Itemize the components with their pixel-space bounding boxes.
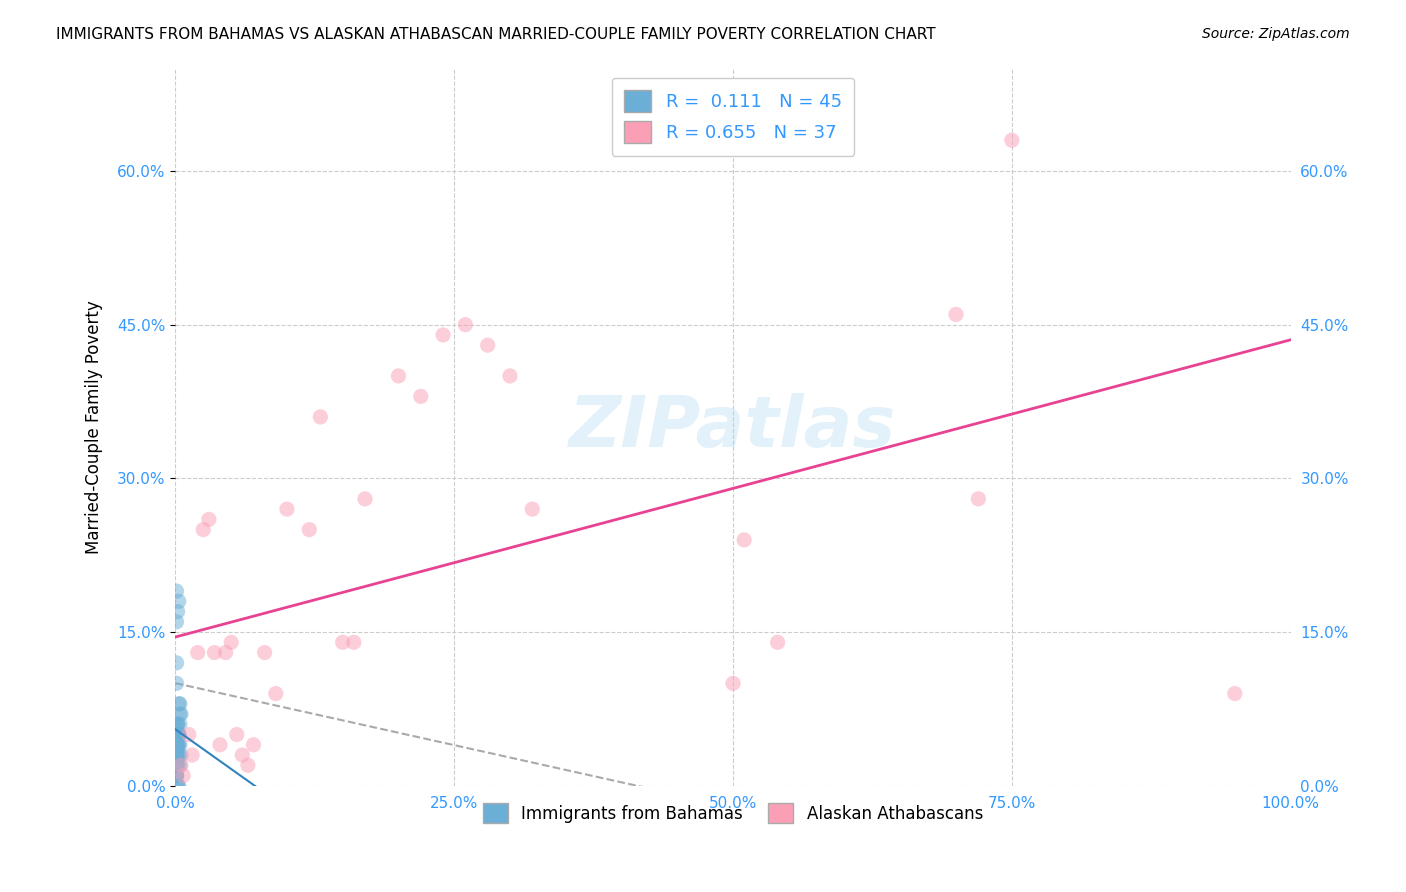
Point: [167, 727, 190, 741]
Point: [967, 491, 990, 506]
Point: [166, 738, 188, 752]
Point: [169, 707, 191, 722]
Point: [236, 758, 259, 772]
Point: [522, 502, 544, 516]
Point: [242, 738, 264, 752]
Point: [253, 646, 276, 660]
Point: [309, 409, 332, 424]
Point: [166, 779, 188, 793]
Point: [166, 779, 188, 793]
Point: [166, 717, 188, 731]
Point: [166, 727, 188, 741]
Point: [387, 368, 409, 383]
Point: [181, 747, 204, 762]
Point: [166, 747, 188, 762]
Text: ZIPatlas: ZIPatlas: [569, 392, 897, 462]
Point: [166, 727, 188, 741]
Point: [166, 727, 188, 741]
Point: [166, 768, 188, 782]
Point: [166, 605, 188, 619]
Point: [231, 747, 253, 762]
Point: [166, 717, 188, 731]
Point: [167, 727, 190, 741]
Point: [187, 646, 209, 660]
Point: [169, 717, 191, 731]
Point: [219, 635, 242, 649]
Point: [167, 747, 190, 762]
Point: [169, 697, 191, 711]
Point: [166, 747, 188, 762]
Point: [432, 327, 454, 342]
Point: [170, 758, 193, 772]
Point: [264, 687, 287, 701]
Point: [354, 491, 377, 506]
Point: [166, 738, 188, 752]
Point: [166, 758, 188, 772]
Point: [1001, 133, 1024, 147]
Point: [343, 635, 366, 649]
Point: [167, 697, 190, 711]
Point: [170, 707, 193, 722]
Point: [204, 646, 226, 660]
Point: [166, 758, 188, 772]
Point: [454, 318, 477, 332]
Point: [208, 738, 231, 752]
Point: [166, 717, 188, 731]
Point: [477, 338, 499, 352]
Point: [499, 368, 522, 383]
Point: [167, 747, 190, 762]
Point: [1223, 687, 1246, 701]
Point: [167, 727, 190, 741]
Point: [166, 747, 188, 762]
Point: [169, 738, 191, 752]
Point: [766, 635, 789, 649]
Point: [945, 308, 967, 322]
Point: [172, 768, 194, 782]
Point: [166, 768, 188, 782]
Y-axis label: Married-Couple Family Poverty: Married-Couple Family Poverty: [86, 301, 103, 554]
Point: [332, 635, 354, 649]
Point: [733, 533, 755, 547]
Point: [166, 656, 188, 670]
Point: [214, 646, 236, 660]
Point: [170, 747, 193, 762]
Point: [198, 512, 221, 526]
Point: [166, 584, 188, 599]
Point: [721, 676, 744, 690]
Legend: Immigrants from Bahamas, Alaskan Athabascans: Immigrants from Bahamas, Alaskan Athabas…: [471, 791, 994, 835]
Point: [166, 758, 188, 772]
Point: [167, 727, 190, 741]
Point: [276, 502, 298, 516]
Point: [167, 738, 190, 752]
Point: [166, 727, 188, 741]
Point: [166, 615, 188, 629]
Text: Source: ZipAtlas.com: Source: ZipAtlas.com: [1202, 27, 1350, 41]
Point: [167, 779, 190, 793]
Point: [177, 727, 200, 741]
Point: [298, 523, 321, 537]
Point: [169, 758, 191, 772]
Point: [193, 523, 215, 537]
Text: IMMIGRANTS FROM BAHAMAS VS ALASKAN ATHABASCAN MARRIED-COUPLE FAMILY POVERTY CORR: IMMIGRANTS FROM BAHAMAS VS ALASKAN ATHAB…: [56, 27, 936, 42]
Point: [167, 594, 190, 608]
Point: [409, 389, 432, 403]
Point: [166, 738, 188, 752]
Point: [166, 738, 188, 752]
Point: [166, 768, 188, 782]
Point: [166, 768, 188, 782]
Point: [166, 676, 188, 690]
Point: [225, 727, 247, 741]
